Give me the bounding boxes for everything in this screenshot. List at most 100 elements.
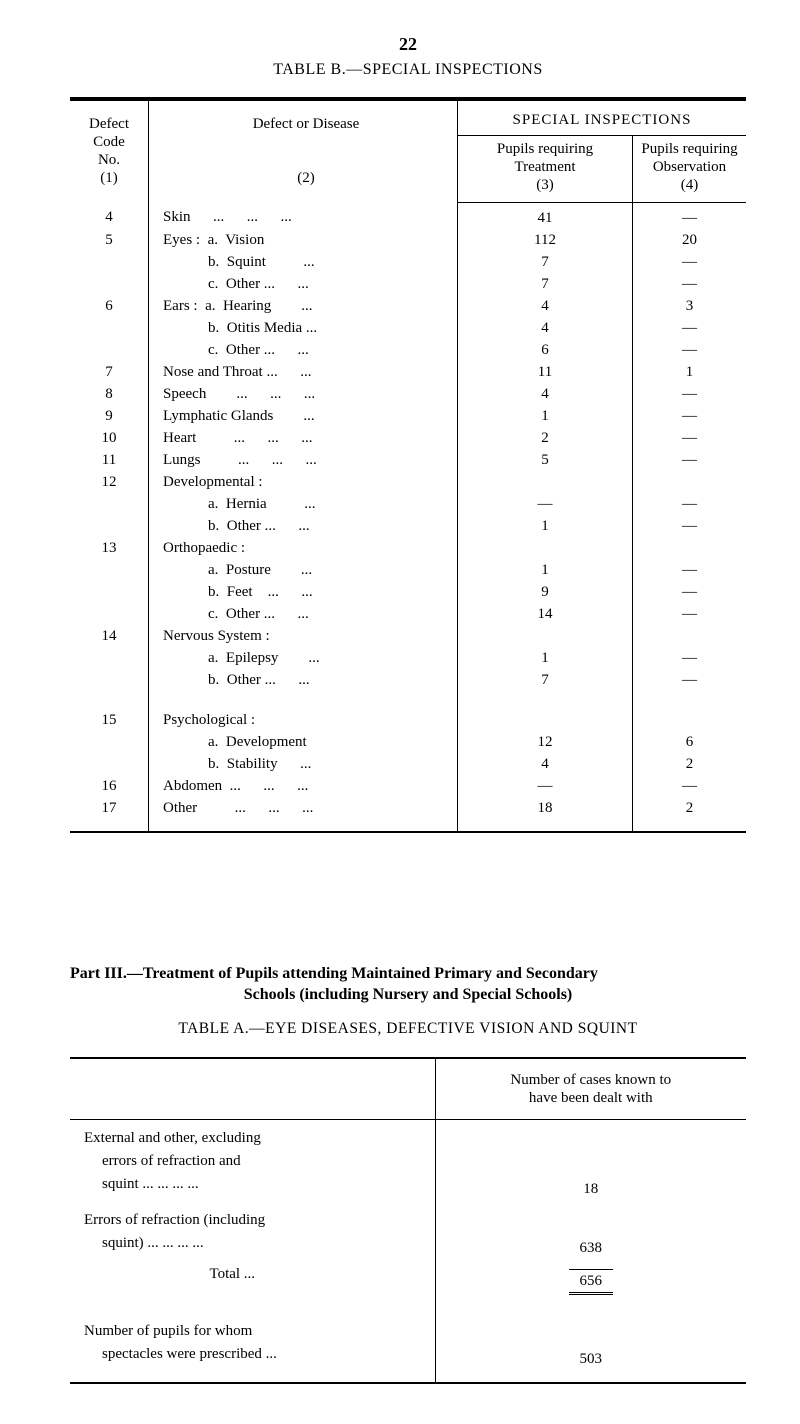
ta-external-1: External and other, excluding [84,1129,425,1147]
cell-disease: Lymphatic Glands ... [149,405,458,427]
cell-observation: — [633,317,747,339]
cell-code: 13 [70,537,149,559]
cell-disease: a. Hernia ... [149,493,458,515]
hdr-defect-disease-2: (2) [297,170,315,186]
cell-treatment: 9 [458,581,633,603]
cell-disease: Abdomen ... ... ... [149,775,458,797]
cell-code [70,731,149,753]
cell-treatment: 1 [458,647,633,669]
hdr-defect-code-1: Defect [89,116,129,132]
cell-treatment: 14 [458,603,633,625]
cell-code: 14 [70,625,149,647]
cell-disease: a. Epilepsy ... [149,647,458,669]
table-b-title: TABLE B.—SPECIAL INSPECTIONS [70,60,746,79]
cell-observation [633,537,747,559]
cell-treatment: 41 [458,202,633,229]
table-row: c. Other ... ...6— [70,339,746,361]
cell-disease: Other ... ... ... [149,797,458,832]
table-a-title: TABLE A.—EYE DISEASES, DEFECTIVE VISION … [70,1020,746,1039]
hdr-treatment-3: (3) [536,177,554,193]
cell-disease: Nose and Throat ... ... [149,361,458,383]
cell-observation [633,709,747,731]
cell-code [70,515,149,537]
cell-code: 17 [70,797,149,832]
cell-observation: — [633,493,747,515]
cell-disease: c. Other ... ... [149,339,458,361]
cell-treatment: — [458,775,633,797]
ta-total-label: Total ... [209,1266,255,1282]
cell-disease: Lungs ... ... ... [149,449,458,471]
cell-disease: b. Other ... ... [149,515,458,537]
cell-observation: — [633,405,747,427]
cell-code [70,273,149,295]
ta-total-value: 656 [580,1273,603,1289]
page-number: 22 [70,34,746,56]
cell-disease: Heart ... ... ... [149,427,458,449]
cell-disease: b. Feet ... ... [149,581,458,603]
part-iii-heading: Part III.—Treatment of Pupils attending … [70,963,746,1006]
table-row: 13Orthopaedic : [70,537,746,559]
cell-disease: Psychological : [149,709,458,731]
cell-treatment: 5 [458,449,633,471]
cell-treatment: 1 [458,559,633,581]
part-iii-prefix: Part III.— [70,965,143,982]
table-row: b. Other ... ...7— [70,669,746,691]
table-row: 14Nervous System : [70,625,746,647]
hdr-defect-code-2: Code [93,134,125,150]
cell-treatment: 7 [458,273,633,295]
table-row: b. Squint ...7— [70,251,746,273]
cell-observation: 1 [633,361,747,383]
cell-observation: — [633,515,747,537]
table-a-hdr-left [70,1059,435,1120]
table-row: b. Other ... ...1— [70,515,746,537]
cell-disease: a. Development [149,731,458,753]
hdr-defect-disease-1: Defect or Disease [253,116,360,132]
cell-disease: b. Squint ... [149,251,458,273]
cell-disease: Developmental : [149,471,458,493]
ta-spectacles-1: Number of pupils for whom [84,1322,425,1340]
cell-treatment: 4 [458,383,633,405]
cell-disease: c. Other ... ... [149,603,458,625]
cell-code [70,753,149,775]
cell-disease: Ears : a. Hearing ... [149,295,458,317]
table-row: a. Hernia ...—— [70,493,746,515]
hdr-observation-1: Pupils requiring [641,141,737,157]
table-row: 17Other ... ... ...182 [70,797,746,832]
hdr-special: SPECIAL INSPECTIONS [513,112,692,128]
hdr-defect-code-3: No. [98,152,120,168]
ta-external-2: errors of refraction and [84,1152,425,1170]
cell-disease: b. Other ... ... [149,669,458,691]
cell-treatment: 1 [458,515,633,537]
cell-code: 12 [70,471,149,493]
cell-code [70,581,149,603]
cell-code: 6 [70,295,149,317]
table-row: 11Lungs ... ... ...5— [70,449,746,471]
cell-treatment: 2 [458,427,633,449]
table-row: a. Development126 [70,731,746,753]
cell-code: 8 [70,383,149,405]
table-row: 15Psychological : [70,709,746,731]
cell-disease: Skin ... ... ... [149,202,458,229]
cell-disease [149,691,458,709]
cell-observation: — [633,559,747,581]
cell-treatment: 6 [458,339,633,361]
table-row [70,691,746,709]
cell-code [70,647,149,669]
ta-spectacles-2: spectacles were prescribed ... [84,1345,425,1363]
ta-errors-value: 638 [580,1240,603,1256]
cell-observation: — [633,603,747,625]
cell-observation: 2 [633,753,747,775]
table-row: 7Nose and Throat ... ...111 [70,361,746,383]
table-row: b. Stability ...42 [70,753,746,775]
cell-observation [633,471,747,493]
cell-code: 5 [70,229,149,251]
table-row: 12Developmental : [70,471,746,493]
cell-observation: 20 [633,229,747,251]
table-a: Number of cases known to have been dealt… [70,1057,746,1384]
table-row: a. Epilepsy ...1— [70,647,746,669]
table-a-hdr-right-2: have been dealt with [529,1090,653,1106]
cell-treatment: 4 [458,317,633,339]
table-row: 8Speech ... ... ...4— [70,383,746,405]
cell-disease: Orthopaedic : [149,537,458,559]
cell-treatment [458,691,633,709]
